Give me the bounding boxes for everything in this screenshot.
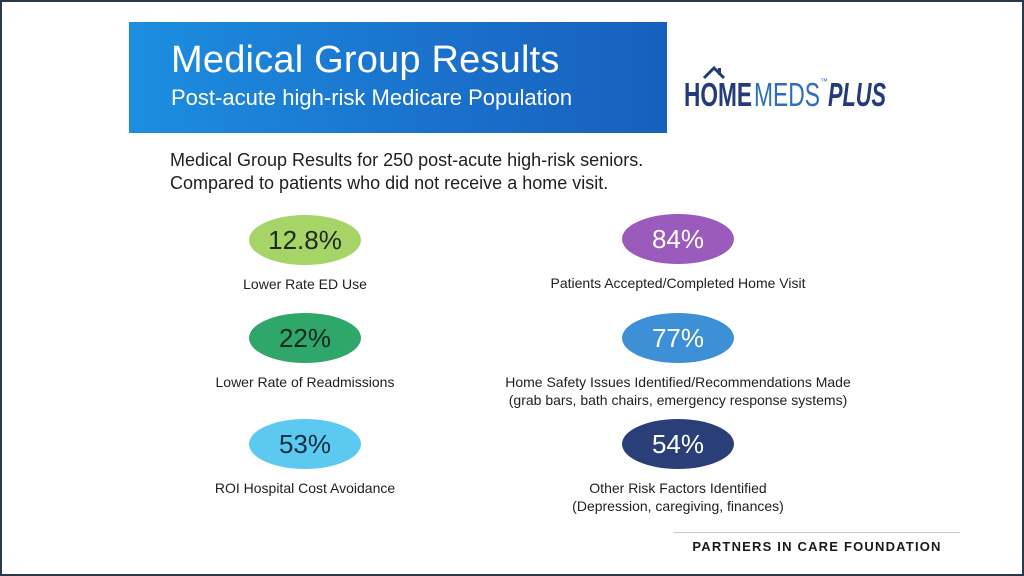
logo-text-home: HOME: [684, 76, 752, 110]
stat-label: ROI Hospital Cost Avoidance: [95, 479, 515, 497]
stat-other-risk: 54% Other Risk Factors Identified (Depre…: [468, 419, 888, 515]
stat-label-line-2: (Depression, caregiving, finances): [572, 498, 784, 514]
stat-value: 54%: [651, 429, 705, 459]
stat-readmissions: 22% Lower Rate of Readmissions: [95, 313, 515, 391]
house-chimney-icon: [718, 68, 721, 75]
stat-oval: 84%: [622, 214, 734, 264]
logo-trademark: ™: [820, 77, 828, 86]
stat-ed-use: 12.8% Lower Rate ED Use: [95, 215, 515, 293]
stat-oval: 53%: [249, 419, 361, 469]
stat-label-line-1: Patients Accepted/Completed Home Visit: [550, 275, 806, 291]
stat-label-line-1: Lower Rate of Readmissions: [215, 374, 395, 390]
stat-oval: 54%: [622, 419, 734, 469]
stat-label-line-1: ROI Hospital Cost Avoidance: [214, 480, 396, 496]
intro-text: Medical Group Results for 250 post-acute…: [170, 149, 643, 195]
stat-value: 12.8%: [268, 225, 342, 255]
title-banner: Medical Group Results Post-acute high-ri…: [129, 22, 667, 133]
logo-text-meds: MEDS: [754, 76, 820, 110]
stat-home-safety: 77% Home Safety Issues Identified/Recomm…: [468, 313, 888, 409]
footer-organization: PARTNERS IN CARE FOUNDATION: [674, 532, 960, 554]
intro-line-1: Medical Group Results for 250 post-acute…: [170, 150, 644, 170]
stat-label-line-1: Other Risk Factors Identified: [589, 480, 767, 496]
stat-home-visit: 84% Patients Accepted/Completed Home Vis…: [468, 214, 888, 292]
stat-label: Lower Rate of Readmissions: [95, 373, 515, 391]
stat-value: 53%: [278, 429, 332, 459]
logo-graphic: HOME MEDS ™ PLUS: [684, 65, 886, 110]
stat-label: Other Risk Factors Identified (Depressio…: [468, 479, 888, 515]
stat-label: Lower Rate ED Use: [95, 275, 515, 293]
homemeds-plus-logo: HOME MEDS ™ PLUS: [684, 64, 894, 110]
stat-label-line-1: Lower Rate ED Use: [243, 276, 367, 292]
stat-label: Home Safety Issues Identified/Recommenda…: [468, 373, 888, 409]
intro-line-2: Compared to patients who did not receive…: [170, 173, 609, 193]
slide-subtitle: Post-acute high-risk Medicare Population: [171, 85, 573, 110]
stat-label-line-1: Home Safety Issues Identified/Recommenda…: [505, 374, 851, 390]
stat-oval: 12.8%: [249, 215, 361, 265]
stat-roi: 53% ROI Hospital Cost Avoidance: [95, 419, 515, 497]
stat-value: 22%: [278, 323, 332, 353]
logo-text-plus: PLUS: [828, 76, 886, 110]
slide-title: Medical Group Results: [171, 39, 560, 81]
stat-value: 84%: [651, 224, 705, 254]
stat-value: 77%: [651, 323, 705, 353]
stat-oval: 22%: [249, 313, 361, 363]
stat-oval: 77%: [622, 313, 734, 363]
stat-label-line-2: (grab bars, bath chairs, emergency respo…: [508, 392, 848, 408]
stat-label: Patients Accepted/Completed Home Visit: [468, 274, 888, 292]
